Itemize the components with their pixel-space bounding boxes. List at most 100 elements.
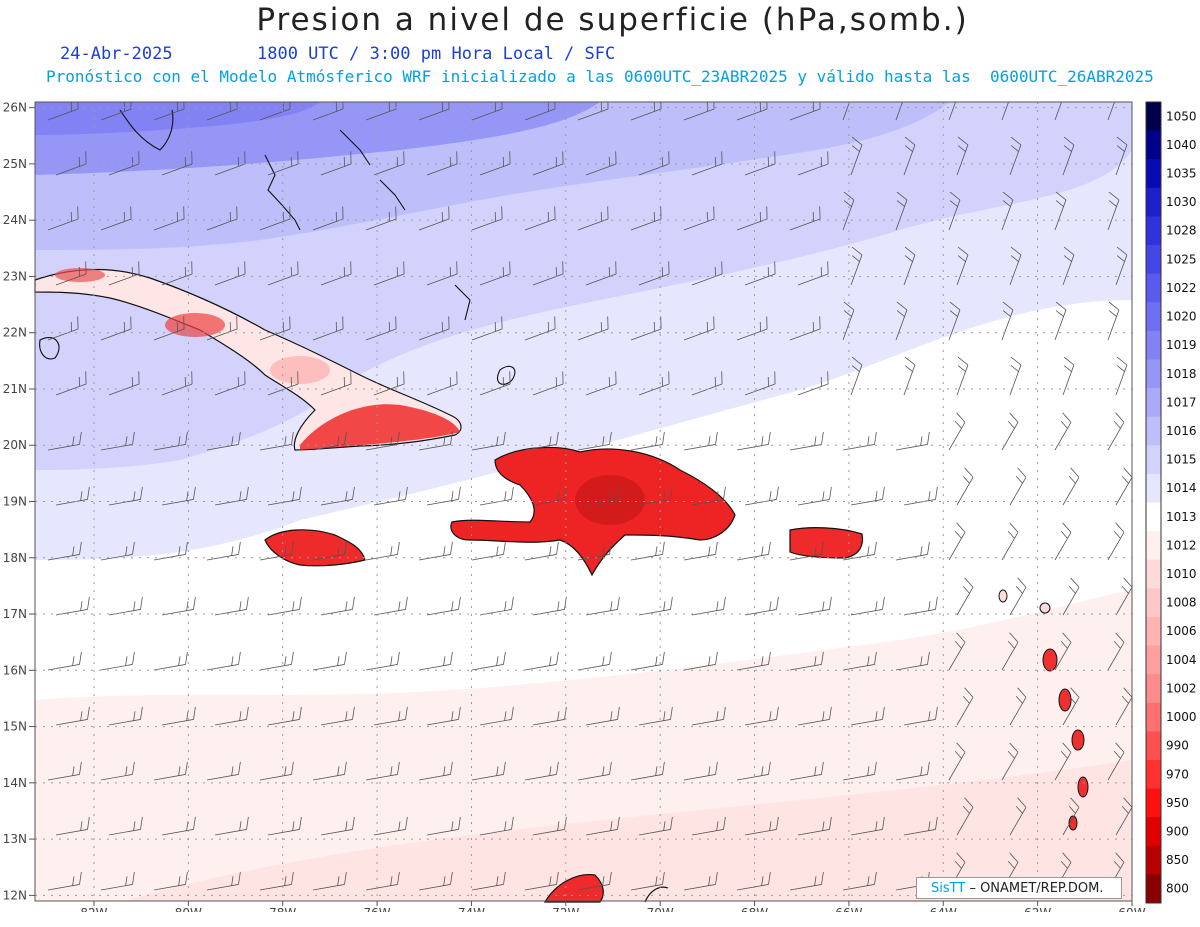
wind-barb bbox=[320, 596, 355, 616]
wind-barb bbox=[948, 102, 961, 121]
land-bahamas bbox=[39, 109, 516, 385]
wind-barb bbox=[744, 816, 779, 836]
wind-barb bbox=[259, 761, 294, 781]
wind-barb bbox=[47, 871, 82, 891]
wind-barb bbox=[108, 261, 140, 286]
wind-barb bbox=[638, 151, 670, 176]
wind-barb bbox=[1009, 246, 1022, 286]
wind-barb bbox=[365, 102, 397, 121]
wind-barb bbox=[797, 486, 832, 506]
wind-barb bbox=[850, 136, 863, 176]
colorbar-swatch bbox=[1146, 130, 1161, 160]
wind-barb bbox=[630, 102, 662, 121]
wind-barb bbox=[479, 371, 511, 396]
colorbar-label: 1012 bbox=[1166, 538, 1197, 552]
lon-label: 76W bbox=[364, 906, 391, 912]
wind-barb bbox=[259, 102, 291, 121]
wind-barb bbox=[1107, 191, 1120, 231]
wind-barb bbox=[895, 431, 930, 451]
wind-barb bbox=[532, 486, 567, 506]
lat-label: 25N bbox=[3, 157, 27, 171]
land-puerto-rico bbox=[789, 527, 864, 559]
colorbar-swatch bbox=[1146, 845, 1161, 875]
lat-label: 13N bbox=[3, 832, 27, 846]
wind-barb bbox=[471, 541, 506, 561]
wind-barb bbox=[267, 596, 302, 616]
wind-barb bbox=[373, 486, 408, 506]
wind-barb bbox=[585, 816, 620, 836]
wind-barb bbox=[426, 596, 461, 616]
wind-barb bbox=[55, 261, 87, 286]
wind-barb bbox=[471, 206, 503, 231]
wind-barb bbox=[418, 651, 453, 671]
colorbar-swatch bbox=[1146, 302, 1161, 332]
wind-barb bbox=[577, 871, 612, 891]
colorbar-label: 1000 bbox=[1166, 710, 1197, 724]
wind-barb bbox=[577, 102, 609, 121]
wind-barb bbox=[585, 151, 617, 176]
wind-barb bbox=[418, 206, 450, 231]
wind-barb bbox=[1107, 522, 1125, 561]
colorbar-label: 1022 bbox=[1166, 281, 1197, 295]
wind-barb bbox=[789, 316, 821, 341]
wind-barb bbox=[47, 541, 82, 561]
colorbar-swatch bbox=[1146, 788, 1161, 818]
wind-barb bbox=[736, 761, 771, 781]
colorbar-swatch bbox=[1146, 531, 1161, 561]
wind-barb bbox=[479, 596, 514, 616]
wind-barb bbox=[956, 246, 969, 286]
wind-barb bbox=[206, 761, 241, 781]
wind-barb bbox=[320, 151, 352, 176]
wind-barb bbox=[744, 261, 776, 286]
wind-barb bbox=[1115, 246, 1128, 286]
wind-barb bbox=[55, 151, 87, 176]
land-lesser-antilles bbox=[998, 589, 1089, 831]
wind-barb bbox=[1009, 467, 1027, 506]
wind-barb bbox=[1062, 246, 1075, 286]
colorbar-swatch bbox=[1146, 616, 1161, 647]
wind-barb bbox=[100, 651, 135, 671]
wind-barb bbox=[320, 486, 355, 506]
colorbar-label: 900 bbox=[1166, 824, 1189, 838]
wind-barb bbox=[426, 261, 458, 286]
wind-barb bbox=[948, 301, 961, 341]
lat-label: 21N bbox=[3, 382, 27, 396]
lat-label: 14N bbox=[3, 776, 27, 790]
wind-barb bbox=[259, 316, 291, 341]
wind-barb bbox=[1001, 301, 1014, 341]
colorbar-label: 1019 bbox=[1166, 338, 1197, 352]
wind-barb bbox=[267, 371, 299, 396]
wind-barb bbox=[365, 541, 400, 561]
wind-barb bbox=[418, 431, 453, 451]
wind-barb bbox=[479, 151, 511, 176]
wind-barb bbox=[100, 316, 132, 341]
wind-barb bbox=[789, 651, 824, 671]
wind-barb bbox=[895, 191, 908, 231]
wind-barb bbox=[789, 541, 824, 561]
wind-barb bbox=[1001, 632, 1019, 671]
wind-barb bbox=[1001, 102, 1014, 121]
wind-barb bbox=[1115, 136, 1128, 176]
wind-barb bbox=[259, 871, 294, 891]
lon-label: 68W bbox=[741, 906, 768, 912]
wind-barb bbox=[585, 706, 620, 726]
wind-barb bbox=[948, 632, 966, 671]
wind-barb bbox=[850, 596, 885, 616]
lon-label: 60W bbox=[1118, 906, 1145, 912]
colorbar-label: 1004 bbox=[1166, 653, 1197, 667]
wind-barb bbox=[736, 541, 771, 561]
colorbar-label: 1035 bbox=[1166, 167, 1197, 181]
wind-barb bbox=[524, 651, 559, 671]
wind-barb bbox=[903, 356, 916, 396]
wind-barb bbox=[744, 596, 779, 616]
wind-barb bbox=[365, 651, 400, 671]
wind-barb bbox=[365, 206, 397, 231]
colorbar-swatch bbox=[1146, 273, 1161, 303]
colorbar-swatch bbox=[1146, 759, 1161, 790]
wind-barb bbox=[638, 371, 670, 396]
lon-label: 66W bbox=[835, 906, 862, 912]
wind-barb bbox=[153, 871, 188, 891]
wind-barb bbox=[842, 102, 855, 121]
colorbar-label: 1015 bbox=[1166, 453, 1197, 467]
wind-barb bbox=[259, 651, 294, 671]
